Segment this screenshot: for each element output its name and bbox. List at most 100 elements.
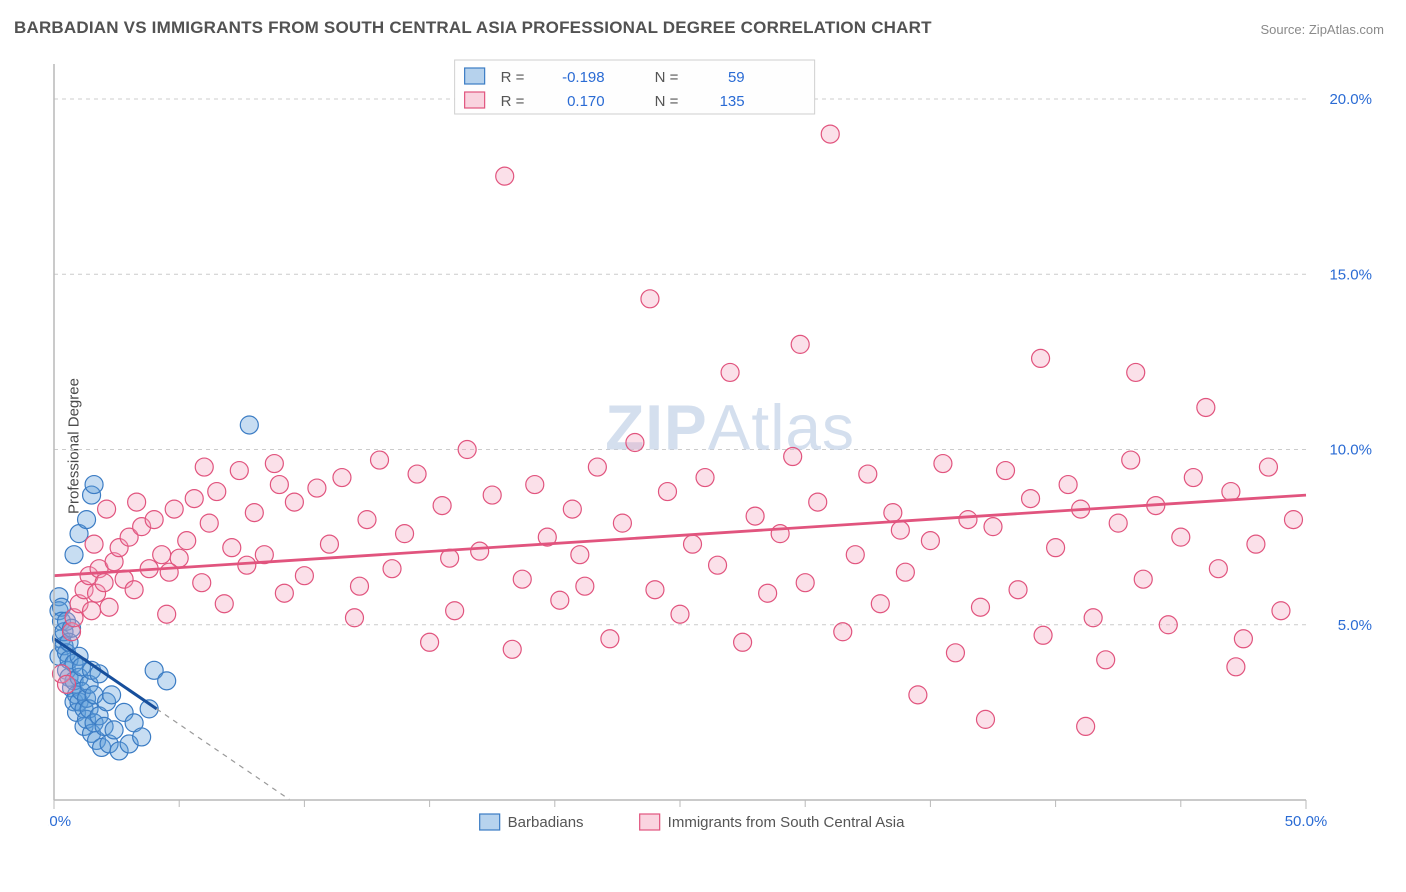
data-point [285, 493, 303, 511]
data-point [1032, 349, 1050, 367]
data-point [433, 497, 451, 515]
data-point [128, 493, 146, 511]
legend-swatch [465, 92, 485, 108]
legend-series-label: Barbadians [508, 814, 584, 831]
data-point [230, 462, 248, 480]
data-point [333, 469, 351, 487]
data-point [185, 490, 203, 508]
data-point [791, 335, 809, 353]
data-point [658, 483, 676, 501]
data-point [1172, 528, 1190, 546]
data-point [193, 574, 211, 592]
data-point [834, 623, 852, 641]
data-point [1272, 602, 1290, 620]
data-point [821, 125, 839, 143]
data-point [503, 640, 521, 658]
data-point [125, 581, 143, 599]
data-point [78, 511, 96, 529]
data-point [921, 532, 939, 550]
chart-title: BARBADIAN VS IMMIGRANTS FROM SOUTH CENTR… [14, 18, 932, 38]
data-point [971, 598, 989, 616]
data-point [458, 441, 476, 459]
data-point [1134, 570, 1152, 588]
data-point [984, 518, 1002, 536]
data-point [178, 532, 196, 550]
data-point [200, 514, 218, 532]
data-point [100, 598, 118, 616]
data-point [1122, 451, 1140, 469]
data-point [103, 686, 121, 704]
data-point [471, 542, 489, 560]
data-point [208, 483, 226, 501]
data-point [270, 476, 288, 494]
data-point [1184, 469, 1202, 487]
data-point [709, 556, 727, 574]
legend-swatch [480, 814, 500, 830]
data-point [83, 602, 101, 620]
data-point [350, 577, 368, 595]
data-point [446, 602, 464, 620]
data-point [1159, 616, 1177, 634]
data-point [588, 458, 606, 476]
data-point [896, 563, 914, 581]
data-point [571, 546, 589, 564]
data-point [408, 465, 426, 483]
y-tick-label: 5.0% [1338, 617, 1372, 634]
data-point [158, 605, 176, 623]
data-point [1209, 560, 1227, 578]
data-point [240, 416, 258, 434]
data-point [1197, 398, 1215, 416]
data-point [1077, 717, 1095, 735]
legend-n-value: 59 [728, 69, 745, 86]
data-point [275, 584, 293, 602]
data-point [145, 511, 163, 529]
legend-r-value: 0.170 [567, 93, 605, 110]
y-tick-label: 10.0% [1329, 442, 1372, 459]
data-point [784, 448, 802, 466]
data-point [1034, 626, 1052, 644]
data-point [165, 500, 183, 518]
data-point [1259, 458, 1277, 476]
data-point [1284, 511, 1302, 529]
x-tick-label: 50.0% [1285, 813, 1328, 830]
data-point [1222, 483, 1240, 501]
data-point [1084, 609, 1102, 627]
data-point [563, 500, 581, 518]
data-point [396, 525, 414, 543]
legend-r-label: R = [501, 93, 525, 110]
legend-n-value: 135 [720, 93, 745, 110]
data-point [158, 672, 176, 690]
data-point [1127, 363, 1145, 381]
data-point [308, 479, 326, 497]
data-point [265, 455, 283, 473]
data-point [345, 609, 363, 627]
data-point [671, 605, 689, 623]
data-point [601, 630, 619, 648]
data-point [859, 465, 877, 483]
data-point [85, 535, 103, 553]
data-point [98, 500, 116, 518]
data-point [909, 686, 927, 704]
data-point [934, 455, 952, 473]
data-point [1059, 476, 1077, 494]
data-point [1227, 658, 1245, 676]
data-point [153, 546, 171, 564]
watermark: ZIPAtlas [605, 392, 855, 464]
data-point [1009, 581, 1027, 599]
data-point [295, 567, 313, 585]
data-point [734, 633, 752, 651]
data-point [195, 458, 213, 476]
data-point [576, 577, 594, 595]
data-point [421, 633, 439, 651]
data-point [85, 476, 103, 494]
data-point [223, 539, 241, 557]
trend-line-blue-extrapolated [157, 709, 290, 800]
data-point [997, 462, 1015, 480]
source-label: Source: ZipAtlas.com [1260, 22, 1384, 37]
data-point [809, 493, 827, 511]
data-point [496, 167, 514, 185]
data-point [1022, 490, 1040, 508]
data-point [884, 504, 902, 522]
data-point [976, 710, 994, 728]
data-point [891, 521, 909, 539]
